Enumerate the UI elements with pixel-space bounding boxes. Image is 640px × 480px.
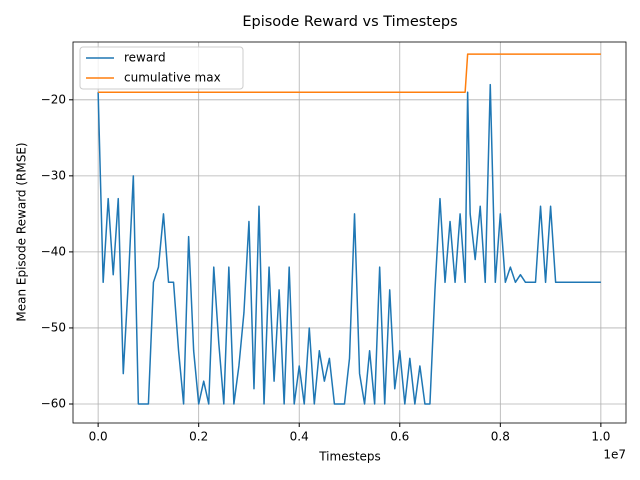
x-tick-label: 0.0 bbox=[89, 430, 108, 444]
x-tick-label: 0.6 bbox=[390, 430, 409, 444]
axes-frame bbox=[72, 41, 627, 424]
line-series bbox=[97, 83, 601, 405]
legend-box bbox=[79, 46, 244, 90]
y-axis-label: Mean Episode Reward (RMSE) bbox=[15, 142, 29, 321]
x-tick-label: 0.4 bbox=[290, 430, 309, 444]
legend-label: cumulative max bbox=[124, 71, 221, 85]
line-series bbox=[98, 53, 601, 93]
x-offset-label: 1e7 bbox=[603, 448, 626, 462]
y-tick-label: −20 bbox=[41, 92, 66, 106]
y-tick-label: −30 bbox=[41, 168, 66, 182]
y-tick-label: −60 bbox=[41, 396, 66, 410]
x-tick-label: 1.0 bbox=[591, 430, 610, 444]
x-axis-label: Timesteps bbox=[318, 450, 381, 464]
y-tick-label: −50 bbox=[41, 320, 66, 334]
y-tick-label: −40 bbox=[41, 244, 66, 258]
chart-title: Episode Reward vs Timesteps bbox=[242, 14, 457, 30]
legend-label: reward bbox=[124, 51, 166, 65]
x-tick-label: 0.8 bbox=[491, 430, 510, 444]
x-tick-label: 0.2 bbox=[189, 430, 208, 444]
